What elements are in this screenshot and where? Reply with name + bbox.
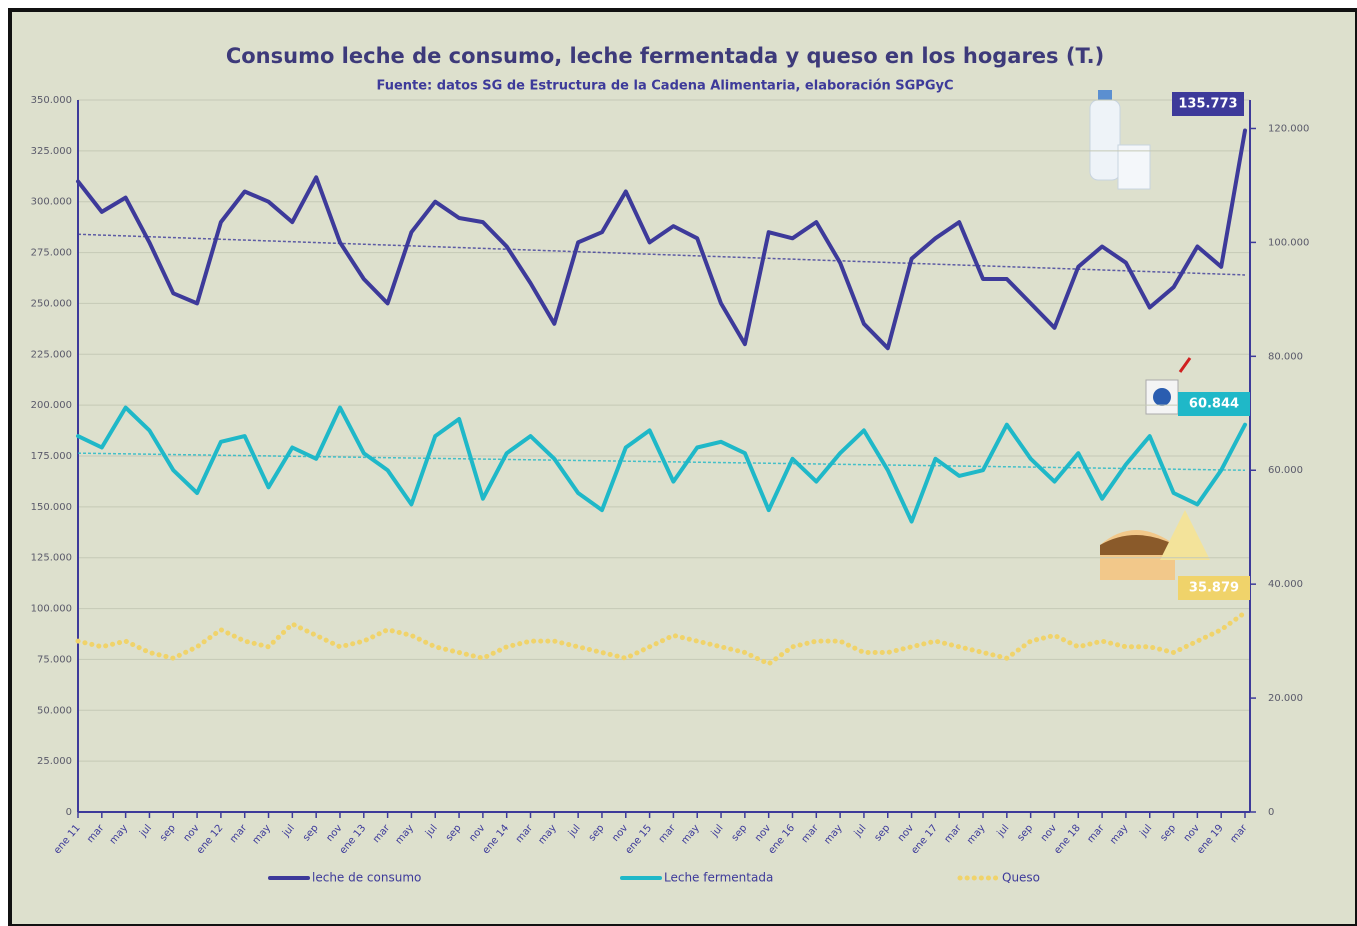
legend-label: leche de consumo	[312, 871, 421, 885]
y-tick-label: 300.000	[31, 197, 72, 208]
y2-tick-label: 40.000	[1268, 579, 1303, 590]
y-tick-label: 325.000	[31, 146, 72, 157]
end-label: 35.879	[1189, 581, 1239, 596]
chart: Consumo leche de consumo, leche fermenta…	[0, 0, 1357, 926]
y-tick-label: 75.000	[37, 654, 72, 665]
y2-tick-label: 80.000	[1268, 351, 1303, 362]
y-tick-label: 350.000	[31, 95, 72, 106]
page: {"chart_data": { "type": "line", "title"…	[0, 0, 1357, 926]
y-tick-label: 25.000	[37, 756, 72, 767]
y2-tick-label: 60.000	[1268, 465, 1303, 476]
y2-tick-label: 100.000	[1268, 237, 1309, 248]
y-tick-label: 0	[66, 807, 72, 818]
y2-tick-label: 0	[1268, 807, 1274, 818]
y-tick-label: 100.000	[31, 604, 72, 615]
y-tick-label: 250.000	[31, 298, 72, 309]
end-label: 60.844	[1189, 397, 1239, 412]
end-label: 135.773	[1178, 97, 1237, 112]
chart-title: Consumo leche de consumo, leche fermenta…	[226, 44, 1104, 68]
chart-subtitle: Fuente: datos SG de Estructura de la Cad…	[376, 79, 953, 94]
y-tick-label: 275.000	[31, 248, 72, 259]
y-tick-label: 225.000	[31, 349, 72, 360]
y2-tick-label: 20.000	[1268, 693, 1303, 704]
y-tick-label: 200.000	[31, 400, 72, 411]
y-tick-label: 150.000	[31, 502, 72, 513]
y-tick-label: 175.000	[31, 451, 72, 462]
y-tick-label: 50.000	[37, 705, 72, 716]
y-tick-label: 125.000	[31, 553, 72, 564]
y2-tick-label: 120.000	[1268, 123, 1309, 134]
legend-label: Queso	[1002, 871, 1040, 885]
legend-label: Leche fermentada	[664, 871, 773, 885]
